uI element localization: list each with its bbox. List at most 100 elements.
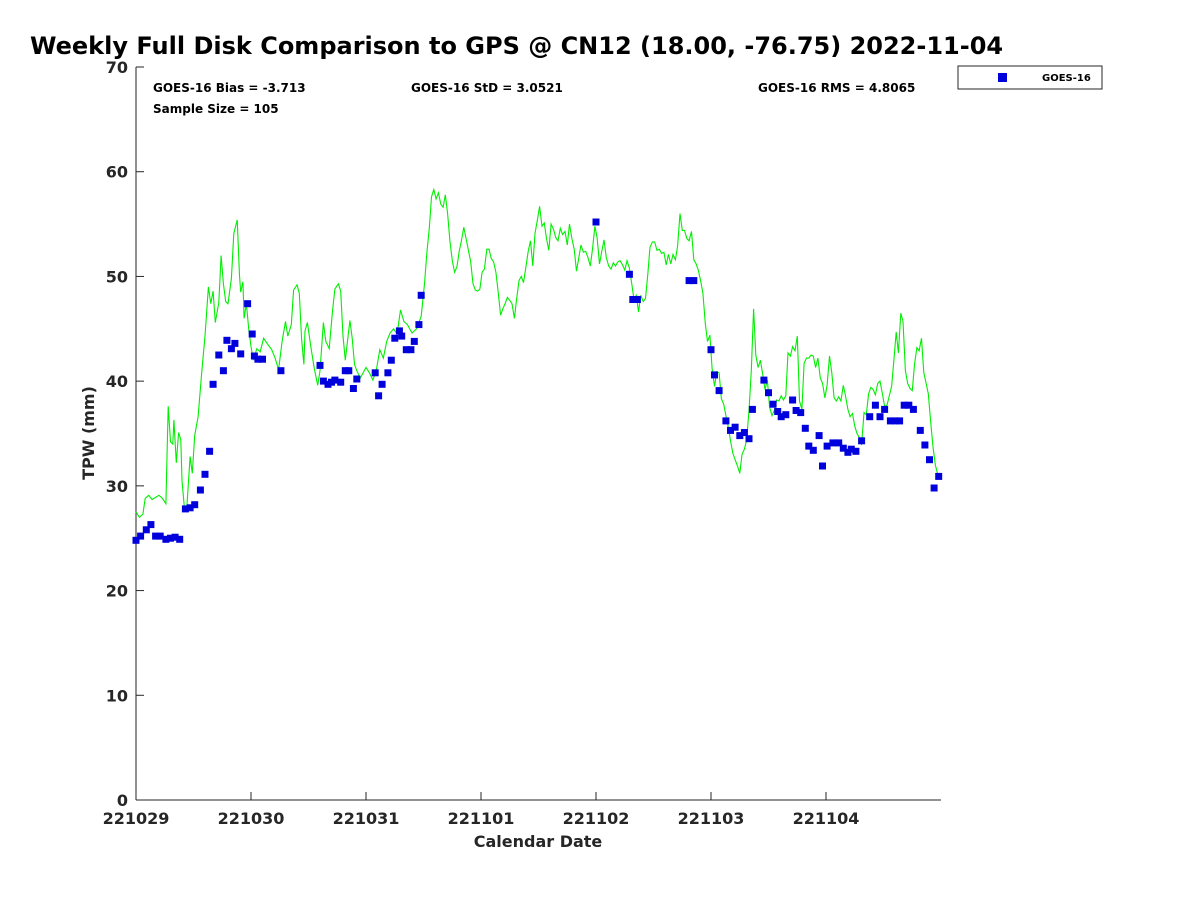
y-tick-label: 0 <box>117 791 128 810</box>
goes16-point <box>186 504 194 512</box>
x-tick-label: 221102 <box>563 809 630 828</box>
goes16-point <box>722 417 730 425</box>
goes16-point <box>395 327 403 335</box>
goes16-point <box>248 330 256 338</box>
goes16-point <box>625 270 633 278</box>
x-tick-label: 221101 <box>448 809 515 828</box>
goes16-point <box>162 535 170 543</box>
rms-annotation: GOES-16 RMS = 4.8065 <box>758 81 915 95</box>
goes16-point <box>886 417 894 425</box>
goes16-point <box>209 380 217 388</box>
goes16-point <box>215 351 223 359</box>
goes16-point <box>839 444 847 452</box>
goes16-point <box>223 336 231 344</box>
goes16-point <box>398 332 406 340</box>
y-tick-label: 10 <box>106 686 128 705</box>
goes16-point <box>774 408 782 415</box>
goes16-point <box>900 401 908 409</box>
goes16-point <box>891 417 899 425</box>
y-tick-label: 70 <box>106 58 128 77</box>
x-axis-label: Calendar Date <box>474 832 603 851</box>
goes16-point <box>415 321 423 329</box>
goes16-point <box>371 369 379 377</box>
x-axis-ticks: 221029 221030 221031 221101 221102 221103 2211… <box>103 792 860 828</box>
goes16-point <box>417 291 425 299</box>
goes16-point <box>375 392 383 400</box>
goes16-point <box>156 532 164 540</box>
goes16-point <box>731 423 739 431</box>
goes16-point <box>147 521 155 529</box>
y-axis-ticks: 0 10 20 30 40 50 60 70 <box>106 58 144 810</box>
chart-title: Weekly Full Disk Comparison to GPS @ CN1… <box>30 32 1003 60</box>
goes16-point <box>905 401 913 409</box>
goes16-point <box>402 346 410 354</box>
bias-annotation: GOES-16 Bias = -3.713 <box>153 81 306 95</box>
goes16-point <box>592 218 600 226</box>
std-annotation: GOES-16 StD = 3.0521 <box>411 81 563 95</box>
goes16-point <box>181 505 189 513</box>
goes16-point <box>748 405 756 413</box>
goes16-point <box>219 367 227 375</box>
goes16-point <box>909 405 917 413</box>
goes16-point <box>789 396 797 404</box>
goes16-point <box>337 378 345 386</box>
goes16-point <box>685 277 693 285</box>
goes16-point <box>829 439 837 447</box>
goes16-point <box>896 417 904 425</box>
goes16-point <box>736 432 744 440</box>
goes16-point <box>171 533 179 541</box>
y-tick-label: 30 <box>106 477 128 496</box>
goes16-point <box>881 405 889 413</box>
goes16-point <box>777 413 785 421</box>
gps-series <box>135 187 939 519</box>
goes16-point <box>858 437 866 445</box>
goes16-point <box>227 345 235 353</box>
goes16-point <box>690 277 698 285</box>
goes16-point <box>852 447 860 455</box>
goes16-point <box>876 413 884 421</box>
goes16-point <box>152 532 160 540</box>
goes16-point <box>871 401 879 409</box>
x-tick-label: 221104 <box>793 809 860 828</box>
goes16-point <box>349 385 357 392</box>
goes16-point <box>847 445 855 453</box>
goes16-point <box>391 334 399 342</box>
goes16-point <box>384 369 392 377</box>
goes16-point <box>254 355 262 363</box>
goes16-point <box>819 462 826 470</box>
goes16-point <box>926 456 933 464</box>
x-tick-label: 221103 <box>678 809 745 828</box>
goes16-point <box>760 376 768 384</box>
goes16-point <box>201 470 209 478</box>
goes16-point <box>331 376 339 384</box>
goes16-point <box>319 377 327 385</box>
legend-label-goes16: GOES-16 <box>1042 73 1091 84</box>
goes16-point <box>196 486 204 494</box>
goes16-series <box>132 218 943 544</box>
y-tick-label: 20 <box>106 582 128 601</box>
goes16-point <box>835 439 843 447</box>
goes16-point <box>132 536 140 544</box>
goes16-point <box>345 367 353 375</box>
y-tick-label: 60 <box>106 163 128 182</box>
goes16-point <box>921 441 929 449</box>
goes16-point <box>740 429 748 436</box>
goes16-point <box>277 367 285 375</box>
goes16-point <box>930 484 938 492</box>
x-tick-label: 221030 <box>218 809 285 828</box>
goes16-point <box>745 435 753 443</box>
goes16-point <box>809 446 817 454</box>
goes16-point <box>316 361 324 369</box>
goes16-point <box>137 532 145 540</box>
goes16-point <box>715 387 723 395</box>
goes16-point <box>782 411 790 419</box>
legend: GOES-16 <box>957 65 1103 90</box>
goes16-point <box>378 380 386 388</box>
goes16-point <box>353 375 361 383</box>
goes16-point <box>407 346 415 354</box>
gps-line <box>135 187 939 519</box>
goes16-point <box>797 409 805 417</box>
y-axis-label: TPW (mm) <box>79 386 98 480</box>
goes16-point <box>707 346 715 354</box>
